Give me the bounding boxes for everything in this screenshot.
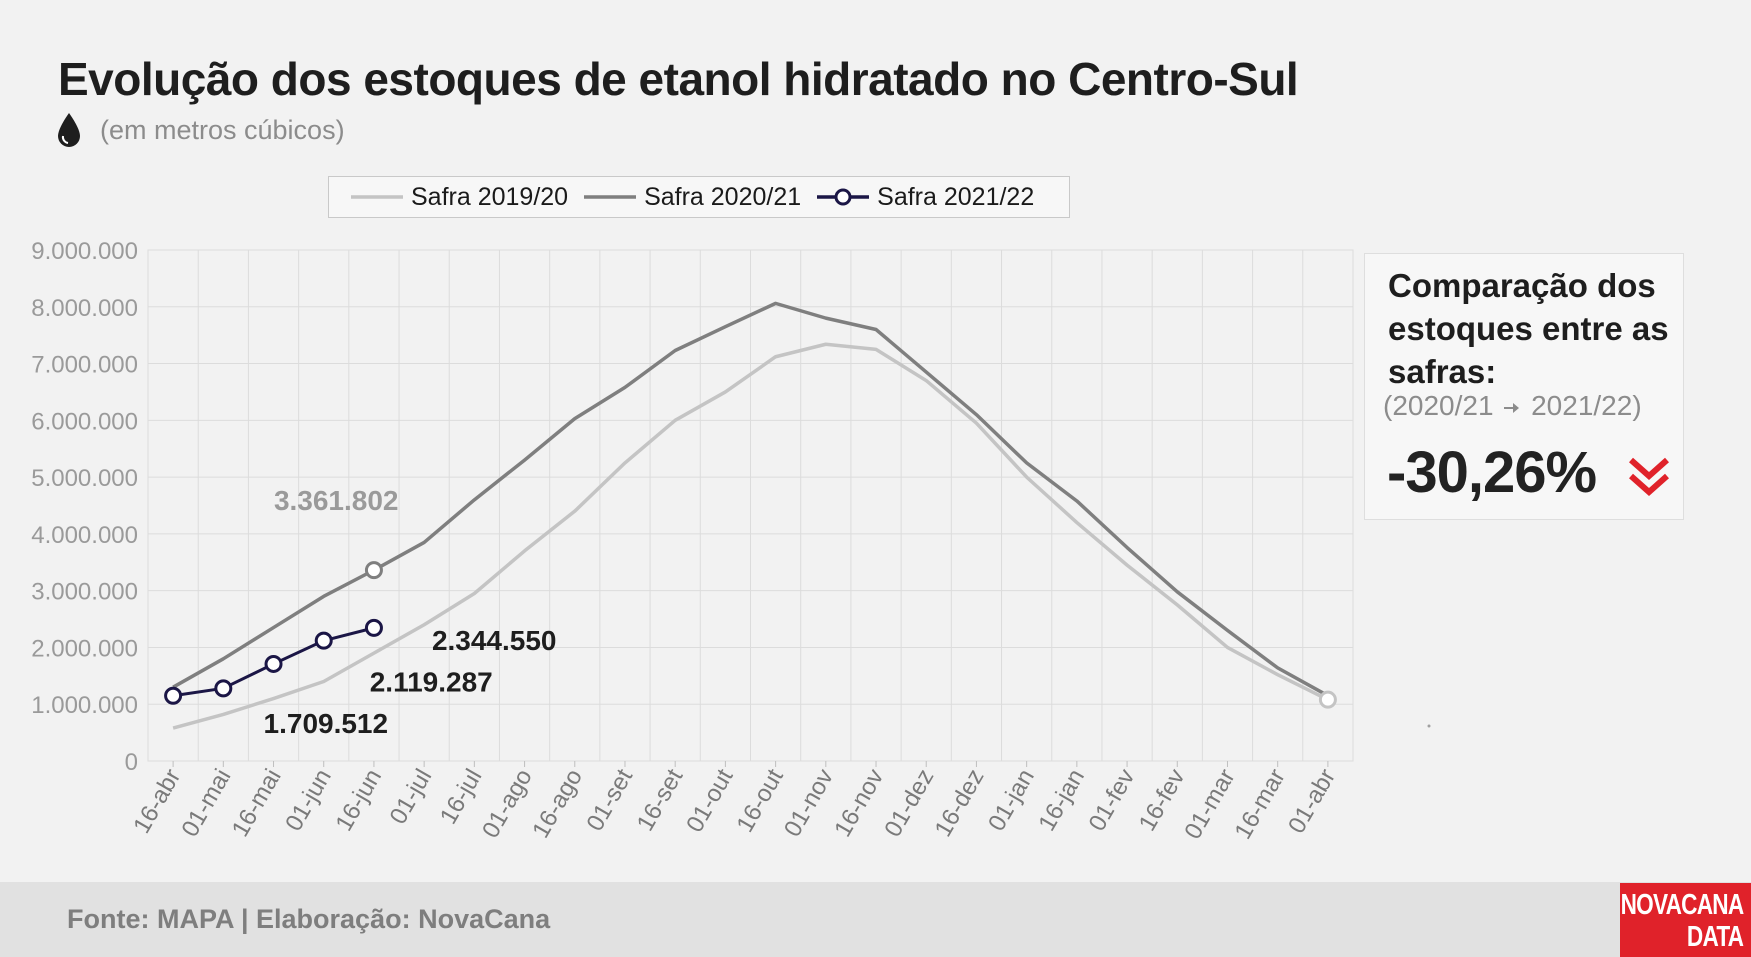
legend-item: Safra 2019/20 [349, 183, 568, 212]
legend-label: Safra 2019/20 [411, 182, 569, 211]
legend-label: Safra 2021/22 [877, 182, 1035, 211]
series-point [1318, 690, 1337, 709]
y-tick-label: 2.000.000 [31, 635, 138, 662]
series-point [164, 686, 183, 705]
series-point [364, 561, 383, 580]
x-tick-label: 16-ago [527, 765, 588, 843]
logo-line-1: NOVACANA [1620, 889, 1744, 921]
x-tick-label: 01-fev [1084, 765, 1141, 836]
x-tick-label: 01-dez [879, 765, 939, 842]
y-tick-label: 5.000.000 [31, 465, 138, 492]
series-line [172, 301, 1329, 698]
x-tick-label: 01-jan [983, 765, 1040, 836]
logo-line-2: DATA [1686, 921, 1744, 953]
drop-icon [58, 113, 80, 147]
y-tick-label: 1.000.000 [31, 692, 138, 719]
legend-label: Safra 2020/21 [644, 182, 802, 211]
page-title: Evolução dos estoques de etanol hidratad… [58, 53, 1299, 105]
x-tick-label: 16-mai [227, 765, 287, 842]
panel-period: (2020/21 2021/22) [1383, 390, 1642, 422]
y-tick-label: 4.000.000 [31, 522, 138, 549]
x-tick-label: 01-nov [779, 765, 839, 842]
chart-legend: Safra 2019/20 Safra 2020/21 Safra 2021/22 [328, 176, 1070, 218]
series-line [172, 342, 1329, 730]
subtitle-row: (em metros cúbicos) [56, 112, 345, 148]
double-chevron-down-icon [1629, 457, 1669, 497]
series-point [264, 654, 283, 673]
x-tick-label: 01-abr [1283, 764, 1341, 838]
data-label: 1.709.512 [264, 708, 389, 739]
x-tick-label: 16-jun [330, 765, 387, 836]
y-tick-label: 9.000.000 [31, 238, 138, 265]
x-tick-label: 01-mai [176, 765, 236, 842]
footer-source: Fonte: MAPA | Elaboração: NovaCana [67, 904, 551, 934]
x-tick-label: 16-nov [829, 765, 889, 842]
data-label: 3.361.802 [274, 485, 399, 516]
x-tick-label: 01-out [681, 764, 739, 837]
arrow-right-icon [1504, 402, 1520, 413]
panel-percentage: -30,26% [1387, 440, 1597, 505]
line-chart: 0 1.000.000 2.000.000 3.000.000 4.000.000 5.0… [31, 238, 1431, 844]
panel-title: Comparação dos estoques entre as safras: [1388, 267, 1669, 390]
subtitle: (em metros cúbicos) [100, 114, 345, 145]
x-tick-label: 01-jun [280, 765, 337, 836]
legend-swatch [817, 188, 870, 206]
series-point [214, 679, 233, 698]
data-label: 2.119.287 [370, 667, 493, 698]
x-tick-label: 16-jan [1033, 765, 1090, 836]
legend-swatch [584, 195, 637, 199]
legend-swatch [351, 195, 403, 199]
y-tick-label: 6.000.000 [31, 408, 138, 435]
x-tick-label: 01-set [581, 764, 638, 836]
x-tick-label: 01-jul [385, 765, 438, 829]
y-tick-label: 0 [125, 749, 138, 776]
y-tick-label: 8.000.000 [31, 295, 138, 322]
legend-item: Safra 2020/21 [582, 183, 801, 212]
series-point [314, 631, 333, 650]
y-tick-label: 7.000.000 [31, 352, 138, 379]
series-point [364, 618, 383, 637]
y-tick-label: 3.000.000 [31, 579, 138, 606]
x-tick-label: 16-dez [930, 765, 990, 842]
x-tick-label: 16-mar [1229, 765, 1290, 844]
data-label: 2.344.550 [432, 625, 557, 656]
comparison-panel: Comparação dos estoques entre as safras:… [1364, 253, 1684, 520]
legend-item: Safra 2021/22 [815, 183, 1034, 212]
x-tick-label: 16-jul [435, 765, 488, 829]
footer: Fonte: MAPA | Elaboração: NovaCana [0, 882, 1751, 957]
panel-period-to: 2021/22) [1531, 390, 1642, 421]
novacana-logo: NOVACANA DATA [1620, 883, 1751, 957]
decorative-dot [1427, 724, 1431, 728]
panel-period-from: (2020/21 [1383, 390, 1494, 421]
x-tick-label: 16-set [632, 764, 689, 836]
